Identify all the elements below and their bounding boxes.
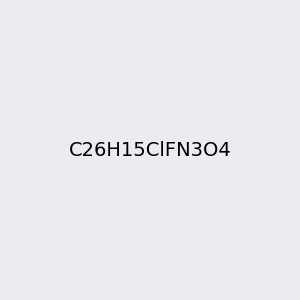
Text: C26H15ClFN3O4: C26H15ClFN3O4 [69, 140, 231, 160]
